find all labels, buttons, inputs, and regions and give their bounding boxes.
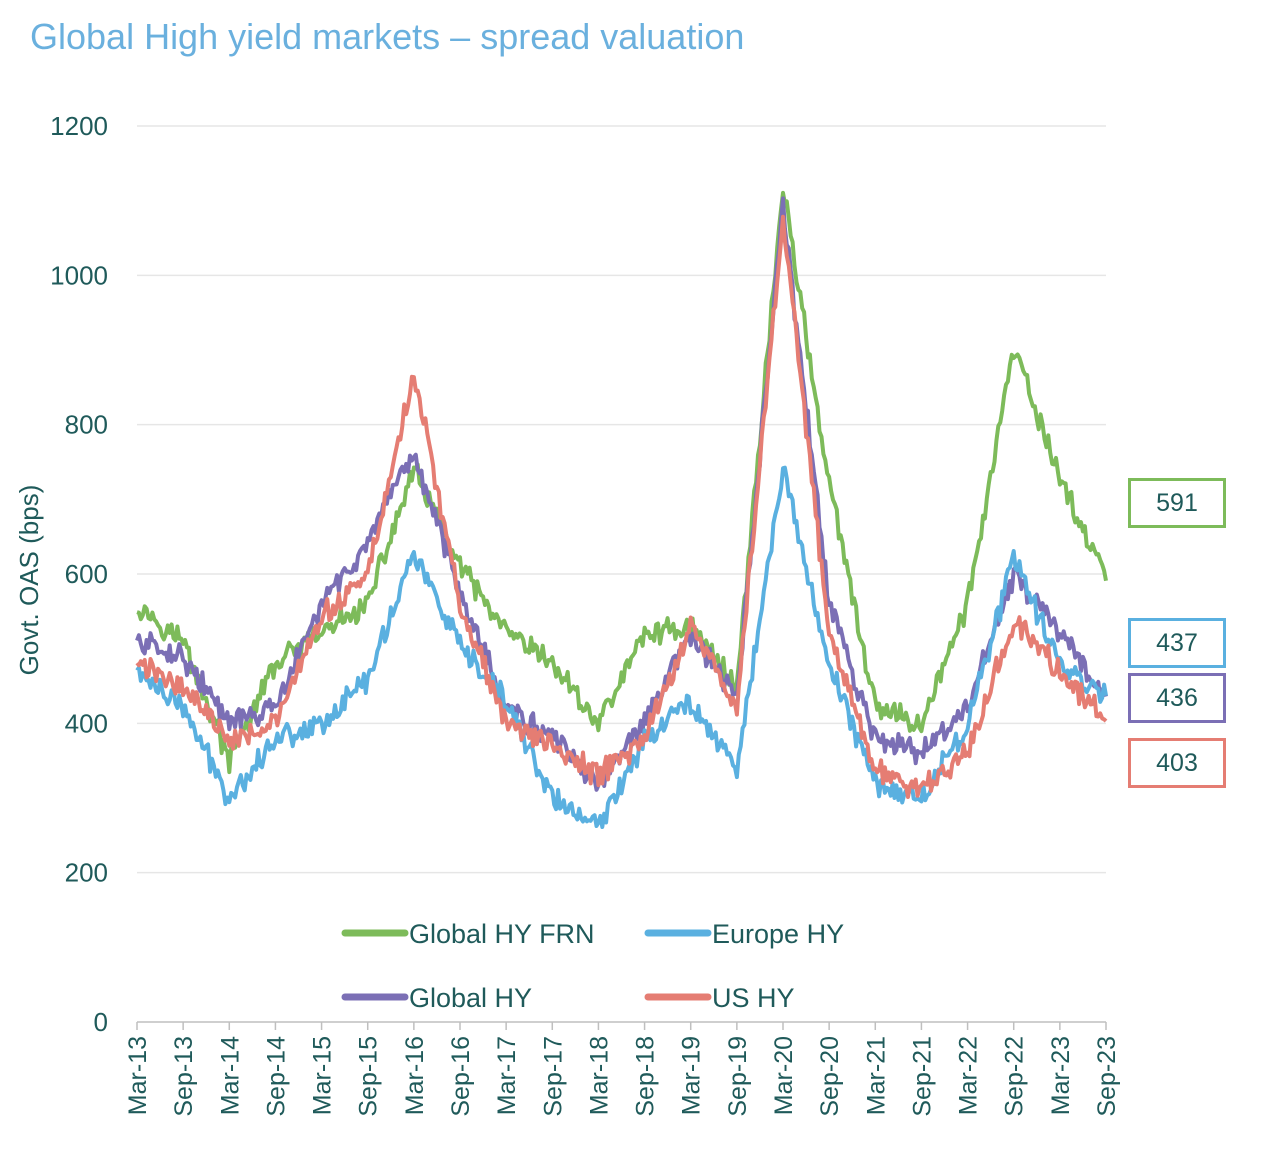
x-tick-label: Sep-13 xyxy=(170,1036,198,1117)
end-value-label: 437 xyxy=(1128,618,1226,668)
x-tick-label: Mar-16 xyxy=(401,1036,429,1115)
axes: 0 200 400 600 800 1000 1200 Mar-13 Sep-13 Mar-14 S… xyxy=(50,111,1121,1117)
x-tick-label: Sep-16 xyxy=(447,1036,475,1117)
y-axis-label: Govt. OAS (bps) xyxy=(14,485,44,676)
x-tick-label: Sep-17 xyxy=(539,1036,567,1117)
grid-lines xyxy=(137,125,1106,874)
x-tick-label: Mar-20 xyxy=(770,1036,798,1115)
series-line-global-hy-frn xyxy=(136,190,1108,775)
x-tick-label: Mar-17 xyxy=(493,1036,521,1115)
legend: Global HY FRN Europe HY Global HY US HY xyxy=(341,919,844,1013)
end-value-label: 403 xyxy=(1128,738,1226,788)
x-tick-label: Sep-19 xyxy=(724,1036,752,1117)
x-tick-label: Mar-18 xyxy=(585,1036,613,1115)
legend-label: Global HY xyxy=(409,983,532,1013)
y-tick-label: 0 xyxy=(94,1007,108,1037)
end-value-label: 436 xyxy=(1128,673,1226,723)
legend-label: US HY xyxy=(712,983,795,1013)
legend-label: Europe HY xyxy=(712,919,844,949)
series-line-us-hy xyxy=(135,214,1108,799)
y-tick-label: 1000 xyxy=(50,260,108,290)
x-tick-label: Mar-14 xyxy=(216,1036,244,1115)
x-tick-label: Mar-13 xyxy=(124,1036,152,1115)
chart-title: Global High yield markets – spread valua… xyxy=(30,16,745,57)
x-tick-label: Sep-14 xyxy=(262,1036,290,1117)
end-value-label: 591 xyxy=(1128,478,1226,528)
x-tick-label: Mar-19 xyxy=(678,1036,706,1115)
x-tick-label: Sep-20 xyxy=(816,1036,844,1117)
series-lines xyxy=(135,190,1108,829)
x-tick-label: Sep-18 xyxy=(632,1036,660,1117)
y-tick-label: 600 xyxy=(65,559,108,589)
x-tick-label: Sep-15 xyxy=(355,1036,383,1117)
y-tick-label: 200 xyxy=(65,858,108,888)
x-tick-label: Sep-22 xyxy=(1001,1036,1029,1117)
series-line-europe-hy xyxy=(135,465,1108,829)
legend-label: Global HY FRN xyxy=(409,919,595,949)
x-tick-label: Mar-15 xyxy=(309,1036,337,1115)
x-tick-label: Mar-23 xyxy=(1047,1036,1075,1115)
y-tick-label: 400 xyxy=(65,708,108,738)
x-tick-label: Mar-21 xyxy=(862,1036,890,1115)
x-tick-label: Sep-23 xyxy=(1093,1036,1121,1117)
x-tick-label: Mar-22 xyxy=(955,1036,983,1115)
y-tick-label: 800 xyxy=(65,410,108,440)
y-tick-label: 1200 xyxy=(50,111,108,141)
x-tick-label: Sep-21 xyxy=(908,1036,936,1117)
